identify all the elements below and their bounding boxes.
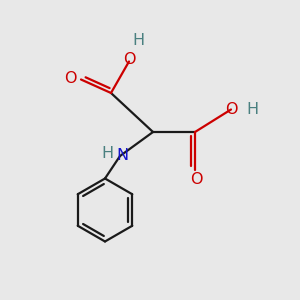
Text: O: O (225, 102, 238, 117)
Text: N: N (116, 148, 128, 164)
Text: H: H (246, 102, 258, 117)
Text: O: O (64, 70, 77, 86)
Text: H: H (132, 33, 144, 48)
Text: H: H (101, 146, 113, 161)
Text: O: O (190, 172, 203, 188)
Text: O: O (123, 52, 136, 67)
